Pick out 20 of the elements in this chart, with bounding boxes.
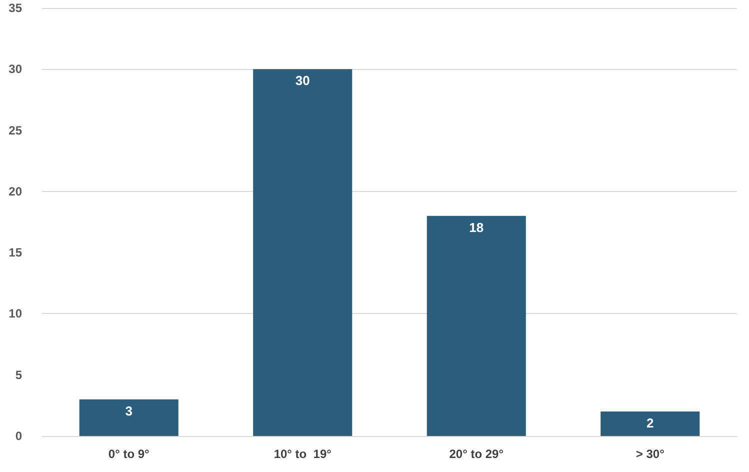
y-tick-label: 20 [8,184,22,198]
bar [79,399,178,436]
y-tick-label: 0 [15,429,22,443]
y-tick-label: 25 [8,123,22,138]
y-tick-label: 30 [8,62,22,76]
x-tick-label: > 30° [636,447,665,461]
bar [426,216,526,436]
data-label: 18 [469,220,484,235]
y-tick-label: 15 [8,246,22,260]
y-tick-label: 5 [15,368,22,382]
x-tick-label: 0° to 9° [108,447,150,461]
data-label: 30 [295,73,310,88]
bar [253,69,352,436]
y-tick-label: 35 [8,1,22,15]
data-label: 2 [646,416,654,431]
y-tick-label: 10 [8,306,22,321]
bar [600,412,700,436]
data-label: 3 [125,403,132,418]
x-tick-label: 10° to 19° [274,447,332,461]
x-tick-label: 20° to 29° [449,447,504,461]
